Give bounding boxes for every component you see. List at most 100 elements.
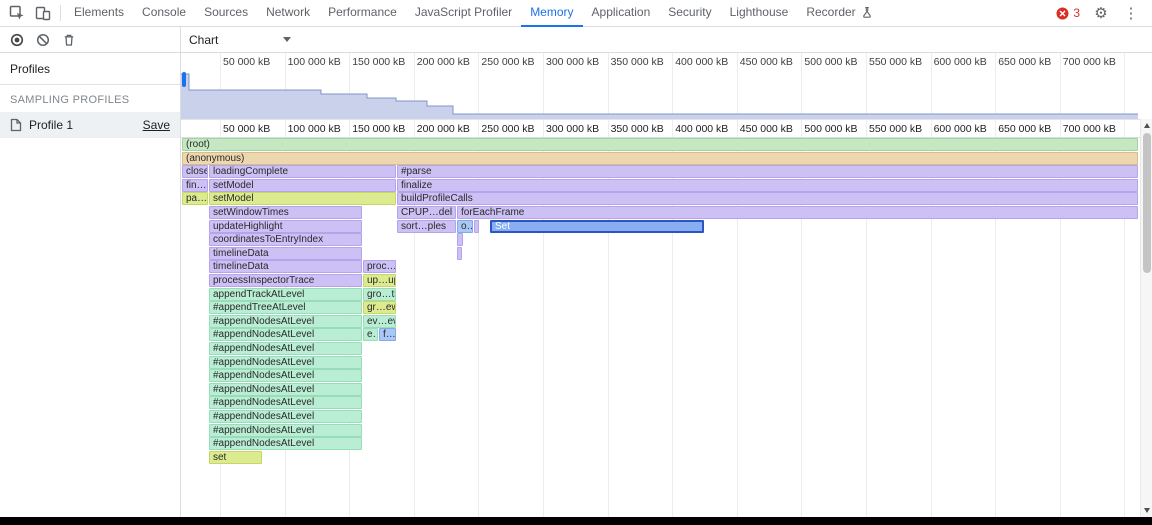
scroll-up-button[interactable] (1141, 119, 1152, 132)
flame-node[interactable]: f…r (379, 328, 396, 342)
tab-console[interactable]: Console (133, 0, 195, 27)
scroll-down-button[interactable] (1141, 504, 1152, 517)
tab-lighthouse[interactable]: Lighthouse (721, 0, 798, 27)
flame-node[interactable]: fin…ce (182, 178, 208, 192)
flame-node[interactable]: (root) (182, 138, 1138, 151)
ruler-label: 600 000 kB (933, 56, 987, 68)
flame-node[interactable]: coordinatesToEntryIndex (209, 233, 362, 247)
flame-node[interactable]: finalize (397, 178, 1138, 192)
ruler-label: 200 000 kB (416, 56, 470, 68)
inspect-element-icon[interactable] (4, 0, 30, 26)
flame-node[interactable]: pa…at (182, 192, 208, 206)
devtools-tab-bar: Elements Console Sources Network Performance… (65, 0, 882, 27)
flame-node[interactable]: #appendNodesAtLevel (209, 423, 362, 437)
flame-node[interactable]: timelineData (209, 246, 362, 260)
error-count-badge[interactable]: 3 (1056, 6, 1080, 20)
flame-node[interactable] (474, 219, 479, 233)
flame-node[interactable]: #appendTreeAtLevel (209, 301, 362, 315)
flame-node[interactable]: #appendNodesAtLevel (209, 437, 362, 451)
flame-row: (root) (181, 138, 1141, 151)
flame-node[interactable]: buildProfileCalls (397, 192, 1138, 206)
flame-node[interactable]: setModel (209, 178, 396, 192)
flame-node[interactable]: e… (363, 328, 378, 342)
device-toolbar-icon[interactable] (30, 0, 56, 26)
flame-node[interactable]: loadingComplete (209, 165, 396, 179)
memory-ruler-bottom: 50 000 kB 100 000 kB 150 000 kB 200 000 kB 2… (181, 119, 1146, 138)
kebab-menu-icon[interactable]: ⋮ (1123, 4, 1139, 22)
flame-row: timelineData (181, 246, 1141, 260)
flame-node-selected[interactable]: Set (490, 219, 704, 233)
flame-node[interactable]: sort…ples (397, 219, 456, 233)
flame-node[interactable]: proc…ata (363, 260, 396, 274)
clear-profiles-icon[interactable] (30, 27, 56, 53)
flame-node[interactable]: #appendNodesAtLevel (209, 410, 362, 423)
trash-icon[interactable] (56, 27, 82, 53)
ruler-label: 700 000 kB (1062, 56, 1116, 68)
scrollbar-thumb[interactable] (1143, 133, 1151, 273)
ruler-label: 250 000 kB (481, 56, 535, 68)
settings-gear-icon[interactable]: ⚙ (1094, 4, 1108, 22)
flame-node[interactable]: o…k (457, 219, 473, 233)
memory-overview-chart[interactable] (181, 71, 1141, 119)
profile-document-icon (10, 118, 22, 132)
chart-view-section: Chart (181, 27, 1152, 52)
flame-node[interactable] (457, 233, 463, 247)
tab-sources[interactable]: Sources (195, 0, 257, 27)
memory-panel-toolbar: Chart (0, 27, 1152, 53)
flame-node[interactable]: appendTrackAtLevel (209, 287, 362, 301)
flame-node[interactable]: ev…ew (363, 314, 396, 328)
record-heap-profile-icon[interactable] (4, 27, 30, 53)
tab-elements[interactable]: Elements (65, 0, 133, 27)
flame-node[interactable]: updateHighlight (209, 219, 362, 233)
tab-javascript-profiler[interactable]: JavaScript Profiler (406, 0, 521, 27)
flame-node[interactable]: gro…ts (363, 287, 396, 301)
tab-application[interactable]: Application (583, 0, 660, 27)
ruler-label: 350 000 kB (610, 56, 664, 68)
ruler-label: 200 000 kB (416, 123, 470, 135)
flame-node[interactable]: #appendNodesAtLevel (209, 342, 362, 355)
tab-memory[interactable]: Memory (521, 0, 583, 27)
flame-node[interactable]: setWindowTimes (209, 206, 362, 219)
sidebar-item-profile-1[interactable]: Profile 1 Save (0, 112, 180, 138)
flame-node[interactable]: #appendNodesAtLevel (209, 396, 362, 410)
flame-node[interactable]: (anonymous) (182, 151, 1138, 165)
overview-drag-handle[interactable] (182, 72, 186, 87)
flame-row: #appendNodesAtLevel (181, 437, 1141, 451)
flame-node[interactable]: #appendNodesAtLevel (209, 355, 362, 369)
flame-node[interactable]: set (209, 450, 262, 464)
flame-node[interactable]: close (182, 165, 208, 179)
flame-row: #appendNodesAtLevel (181, 396, 1141, 410)
flame-chart[interactable]: (root) (anonymous) close loadingComplete #pa… (181, 138, 1141, 517)
ruler-label: 150 000 kB (352, 123, 406, 135)
flame-row: set (181, 450, 1141, 464)
flame-node[interactable]: #parse (397, 165, 1138, 179)
ruler-label: 650 000 kB (998, 56, 1052, 68)
tab-performance[interactable]: Performance (319, 0, 406, 27)
flame-node[interactable]: forEachFrame (457, 206, 1138, 219)
flame-node[interactable]: #appendNodesAtLevel (209, 369, 362, 383)
tab-security[interactable]: Security (659, 0, 720, 27)
flame-node[interactable]: setModel (209, 192, 396, 206)
flame-node[interactable]: #appendNodesAtLevel (209, 328, 362, 342)
flame-node[interactable] (457, 246, 462, 260)
flame-node[interactable]: #appendNodesAtLevel (209, 382, 362, 396)
tab-network[interactable]: Network (257, 0, 319, 27)
vertical-scrollbar[interactable] (1140, 119, 1152, 517)
flame-node[interactable]: #appendNodesAtLevel (209, 314, 362, 328)
flame-node[interactable]: timelineData (209, 260, 362, 274)
gridline (478, 53, 480, 517)
flame-node[interactable]: gr…ew (363, 301, 396, 315)
flame-row: (anonymous) (181, 151, 1141, 165)
flame-row: #appendNodesAtLevel (181, 410, 1141, 423)
view-mode-select[interactable]: Chart (189, 33, 291, 47)
flame-node[interactable]: processInspectorTrace (209, 274, 362, 287)
flame-node[interactable]: up…up (363, 274, 396, 287)
flame-node[interactable]: CPUP…del (397, 206, 456, 219)
save-profile-link[interactable]: Save (142, 118, 170, 132)
tab-recorder[interactable]: Recorder (797, 0, 881, 27)
